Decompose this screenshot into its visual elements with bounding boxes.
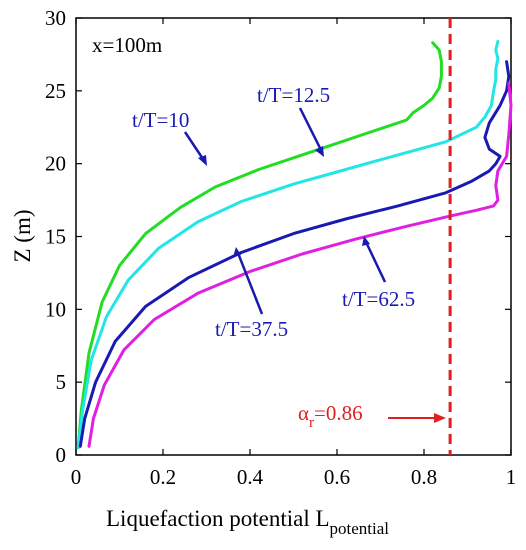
curve-label-t10: t/T=10 [132,108,189,132]
y-tick-label: 30 [45,6,66,30]
y-tick-label: 25 [45,79,66,103]
x-axis-title-main: Liquefaction potential L [106,506,330,531]
x-tick-label: 0.8 [411,465,437,489]
x-tick-label: 0.4 [237,465,264,489]
x-axis-title: Liquefaction potential Lpotential [106,506,389,538]
y-tick-label: 15 [45,225,66,249]
alpha-symbol: α [298,401,309,425]
x-tick-label: 1 [506,465,517,489]
curve-label-t12-5: t/T=12.5 [257,83,330,107]
y-tick-label: 10 [45,297,66,321]
arrowhead-t62-5 [362,236,370,246]
curve-label-t62-5: t/T=62.5 [342,287,415,311]
arrowhead-t10 [198,155,207,166]
x-tick-label: 0 [71,465,82,489]
alpha-value: =0.86 [314,401,363,425]
arrow-t37-5 [236,252,264,315]
y-tick-labels: 0 5 10 15 20 25 30 [45,6,66,467]
arrow-heads [198,146,370,257]
x-tick-labels: 0 0.2 0.4 0.6 0.8 1 [71,465,517,489]
reference-label: αr=0.86 [298,401,363,431]
y-axis-title: Z (m) [10,209,35,262]
position-label: x=100m [92,33,162,57]
y-tick-label: 5 [56,370,67,394]
annotation-arrows [183,107,387,315]
x-axis-title-sub: potential [330,519,390,538]
y-tick-label: 20 [45,152,66,176]
series-line-0 [76,41,443,450]
x-tick-label: 0.2 [150,465,176,489]
arrow-t62-5 [364,241,387,283]
curve-label-t37-5: t/T=37.5 [215,317,288,341]
series-group [76,39,513,450]
arrowhead-t12-5 [315,146,324,157]
x-tick-label: 0.6 [324,465,350,489]
y-tick-label: 0 [56,443,67,467]
series-line-2 [78,60,511,448]
arrow-t12-5 [298,107,324,153]
arrowhead-t37-5 [233,247,241,257]
series-line-1 [76,39,500,450]
alpha-subscript: r [309,415,314,431]
series-line-3 [87,82,513,448]
reference-arrowhead [434,413,446,423]
